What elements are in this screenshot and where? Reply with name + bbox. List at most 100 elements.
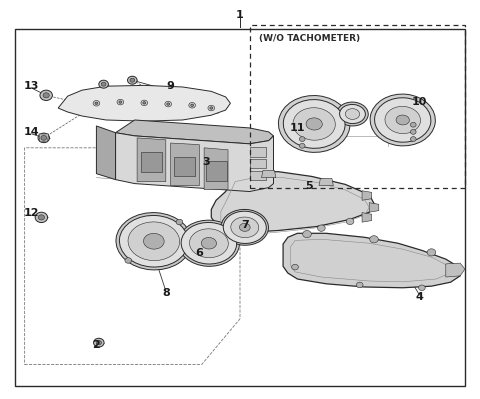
Circle shape [94, 338, 104, 347]
Circle shape [300, 137, 305, 142]
Circle shape [99, 80, 108, 88]
Text: 6: 6 [195, 248, 203, 258]
Polygon shape [362, 191, 372, 200]
Circle shape [38, 215, 45, 220]
Polygon shape [262, 170, 276, 178]
Circle shape [292, 264, 299, 270]
Ellipse shape [345, 109, 360, 119]
Text: 12: 12 [24, 208, 39, 218]
Polygon shape [446, 263, 465, 277]
Polygon shape [250, 159, 266, 168]
Circle shape [246, 228, 253, 235]
Ellipse shape [306, 118, 322, 130]
Circle shape [143, 102, 146, 104]
Ellipse shape [278, 95, 350, 152]
Circle shape [419, 285, 425, 290]
Circle shape [130, 78, 135, 82]
Circle shape [176, 219, 183, 225]
Ellipse shape [336, 102, 368, 126]
Circle shape [410, 130, 416, 134]
Text: 3: 3 [203, 157, 210, 167]
Ellipse shape [339, 105, 365, 124]
Ellipse shape [190, 229, 228, 258]
Polygon shape [319, 178, 333, 186]
Text: 14: 14 [24, 127, 40, 137]
Ellipse shape [396, 115, 409, 125]
Circle shape [303, 231, 312, 238]
Text: 9: 9 [167, 81, 175, 91]
Circle shape [208, 105, 215, 111]
Circle shape [410, 122, 416, 127]
Circle shape [117, 99, 124, 105]
Ellipse shape [223, 211, 266, 243]
Polygon shape [204, 148, 228, 190]
Circle shape [96, 340, 101, 345]
Text: 10: 10 [412, 97, 427, 107]
Ellipse shape [385, 107, 420, 134]
Ellipse shape [221, 209, 268, 245]
Circle shape [35, 212, 48, 223]
Circle shape [210, 107, 213, 109]
Circle shape [43, 93, 49, 98]
Circle shape [410, 137, 416, 142]
Polygon shape [174, 156, 195, 176]
Circle shape [165, 101, 171, 107]
Text: 13: 13 [24, 81, 39, 91]
Polygon shape [170, 143, 199, 186]
Text: 5: 5 [306, 181, 313, 191]
Circle shape [318, 225, 325, 231]
Polygon shape [137, 138, 166, 182]
Ellipse shape [231, 217, 259, 238]
Polygon shape [369, 203, 379, 212]
Circle shape [119, 101, 122, 103]
Polygon shape [283, 233, 460, 288]
Ellipse shape [179, 220, 240, 266]
Ellipse shape [370, 94, 435, 146]
Circle shape [101, 82, 106, 86]
Ellipse shape [120, 215, 188, 267]
Ellipse shape [144, 233, 164, 249]
Circle shape [128, 76, 137, 84]
Polygon shape [96, 126, 116, 180]
Circle shape [41, 136, 47, 140]
Circle shape [93, 101, 100, 106]
Text: 7: 7 [241, 220, 249, 230]
Ellipse shape [181, 223, 237, 264]
Text: 11: 11 [290, 123, 305, 133]
Circle shape [189, 103, 195, 108]
Text: 4: 4 [416, 292, 423, 302]
Circle shape [38, 133, 49, 142]
Text: (W/O TACHOMETER): (W/O TACHOMETER) [259, 34, 360, 43]
Ellipse shape [293, 108, 336, 140]
Ellipse shape [201, 237, 216, 249]
Polygon shape [250, 171, 266, 180]
Ellipse shape [240, 223, 250, 231]
Circle shape [427, 249, 436, 256]
Polygon shape [250, 147, 266, 156]
Polygon shape [211, 172, 374, 232]
Circle shape [191, 104, 193, 107]
Polygon shape [362, 213, 372, 222]
Polygon shape [39, 134, 48, 142]
Polygon shape [58, 85, 230, 121]
Circle shape [370, 236, 378, 243]
Circle shape [356, 282, 363, 288]
Polygon shape [116, 133, 274, 192]
Polygon shape [116, 120, 274, 144]
Polygon shape [205, 161, 227, 181]
Text: 1: 1 [236, 10, 244, 20]
Polygon shape [141, 152, 162, 172]
Text: 8: 8 [162, 288, 170, 298]
Ellipse shape [128, 222, 180, 261]
Circle shape [40, 90, 52, 101]
Bar [250, 25, 465, 188]
Circle shape [346, 218, 354, 225]
Circle shape [125, 258, 132, 263]
Ellipse shape [283, 100, 345, 148]
Circle shape [167, 103, 169, 105]
Ellipse shape [116, 213, 192, 270]
Text: 2: 2 [93, 340, 100, 350]
Circle shape [95, 102, 98, 105]
Ellipse shape [374, 98, 431, 142]
Circle shape [141, 100, 148, 106]
